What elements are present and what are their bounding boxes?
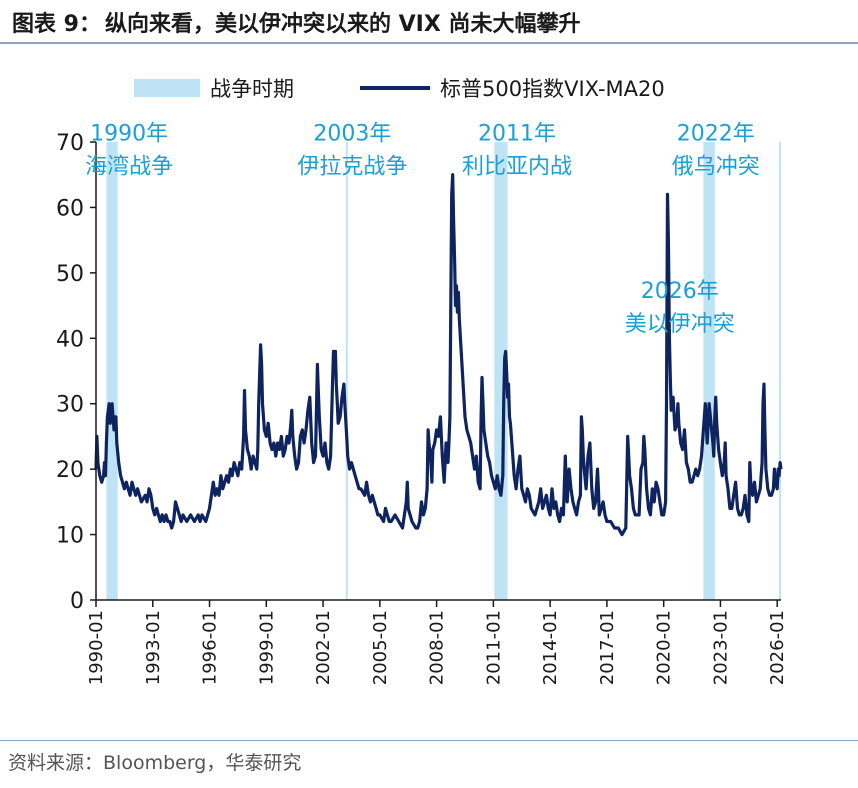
annotation-line: 利比亚内战 (462, 155, 572, 180)
annotation-label: 2011年利比亚内战 (462, 122, 572, 180)
legend: 战争时期 标普500指数VIX-MA20 (134, 77, 665, 101)
footer-divider (0, 740, 858, 741)
x-tick-label: 2020-01 (654, 610, 675, 685)
annotation-line: 2011年 (478, 122, 556, 147)
x-tick-label: 1993-01 (143, 610, 164, 685)
legend-label-band: 战争时期 (210, 77, 294, 101)
annotation-label: 2003年伊拉克战争 (297, 122, 407, 180)
y-tick-label: 20 (56, 458, 84, 483)
x-tick-label: 2023-01 (710, 610, 731, 685)
annotation-line: 2026年 (641, 279, 719, 304)
x-tick-label: 1990-01 (86, 610, 107, 685)
x-tick-label: 1999-01 (256, 610, 277, 685)
x-tick-label: 2008-01 (427, 610, 448, 685)
title-divider (0, 42, 858, 44)
annotation-line: 2022年 (677, 122, 755, 147)
x-tick-label: 2005-01 (370, 610, 391, 685)
annotation-line: 伊拉克战争 (297, 155, 407, 180)
war-period-band (106, 142, 118, 600)
y-tick-label: 0 (70, 589, 84, 614)
chart-title: 图表 9： 纵向来看，美以伊冲突以来的 VIX 尚未大幅攀升 (12, 6, 580, 38)
series-lines (94, 173, 783, 537)
y-tick-label: 30 (56, 393, 84, 418)
title-text: 纵向来看，美以伊冲突以来的 VIX 尚未大幅攀升 (104, 12, 581, 37)
annotation-line: 俄乌冲突 (672, 155, 760, 180)
x-tick-label: 2026-01 (767, 610, 788, 685)
annotation-label: 2026年美以伊冲突 (625, 279, 735, 337)
chart-area: 0 10 20 30 40 50 60 70 1990-01 1993-01 1996-01 1999… (56, 77, 788, 685)
x-tick-label: 2011-01 (483, 610, 504, 685)
source-note: 资料来源：Bloomberg，华泰研究 (8, 752, 302, 774)
annotation-label: 1990年海湾战争 (85, 122, 173, 180)
y-tick-label: 70 (56, 131, 84, 156)
annotation-label: 2022年俄乌冲突 (672, 122, 760, 180)
series-line-vix-ma20 (94, 173, 783, 537)
x-tick-label: 2014-01 (540, 610, 561, 685)
y-tick-label: 40 (56, 327, 84, 352)
x-tick-label: 1996-01 (200, 610, 221, 685)
war-period-band (779, 142, 782, 600)
annotation-line: 2003年 (313, 122, 391, 147)
axes: 0 10 20 30 40 50 60 70 1990-01 1993-01 1996-01 1999… (56, 131, 788, 685)
annotations: 1990年海湾战争2003年伊拉克战争2011年利比亚内战2022年俄乌冲突20… (85, 122, 760, 337)
legend-label-line: 标普500指数VIX-MA20 (440, 77, 665, 101)
y-tick-label: 50 (56, 262, 84, 287)
annotation-line: 1990年 (90, 122, 168, 147)
y-tick-label: 10 (56, 524, 84, 549)
war-period-band (703, 142, 715, 600)
x-tick-label: 2002-01 (313, 610, 334, 685)
annotation-line: 美以伊冲突 (625, 312, 735, 337)
figure-number: 图表 9： (12, 12, 101, 37)
war-period-bands (106, 142, 782, 600)
x-tick-label: 2017-01 (597, 610, 618, 685)
y-tick-label: 60 (56, 196, 84, 221)
war-period-band (345, 142, 348, 600)
legend-swatch-band (134, 79, 200, 97)
annotation-line: 海湾战争 (85, 155, 173, 180)
